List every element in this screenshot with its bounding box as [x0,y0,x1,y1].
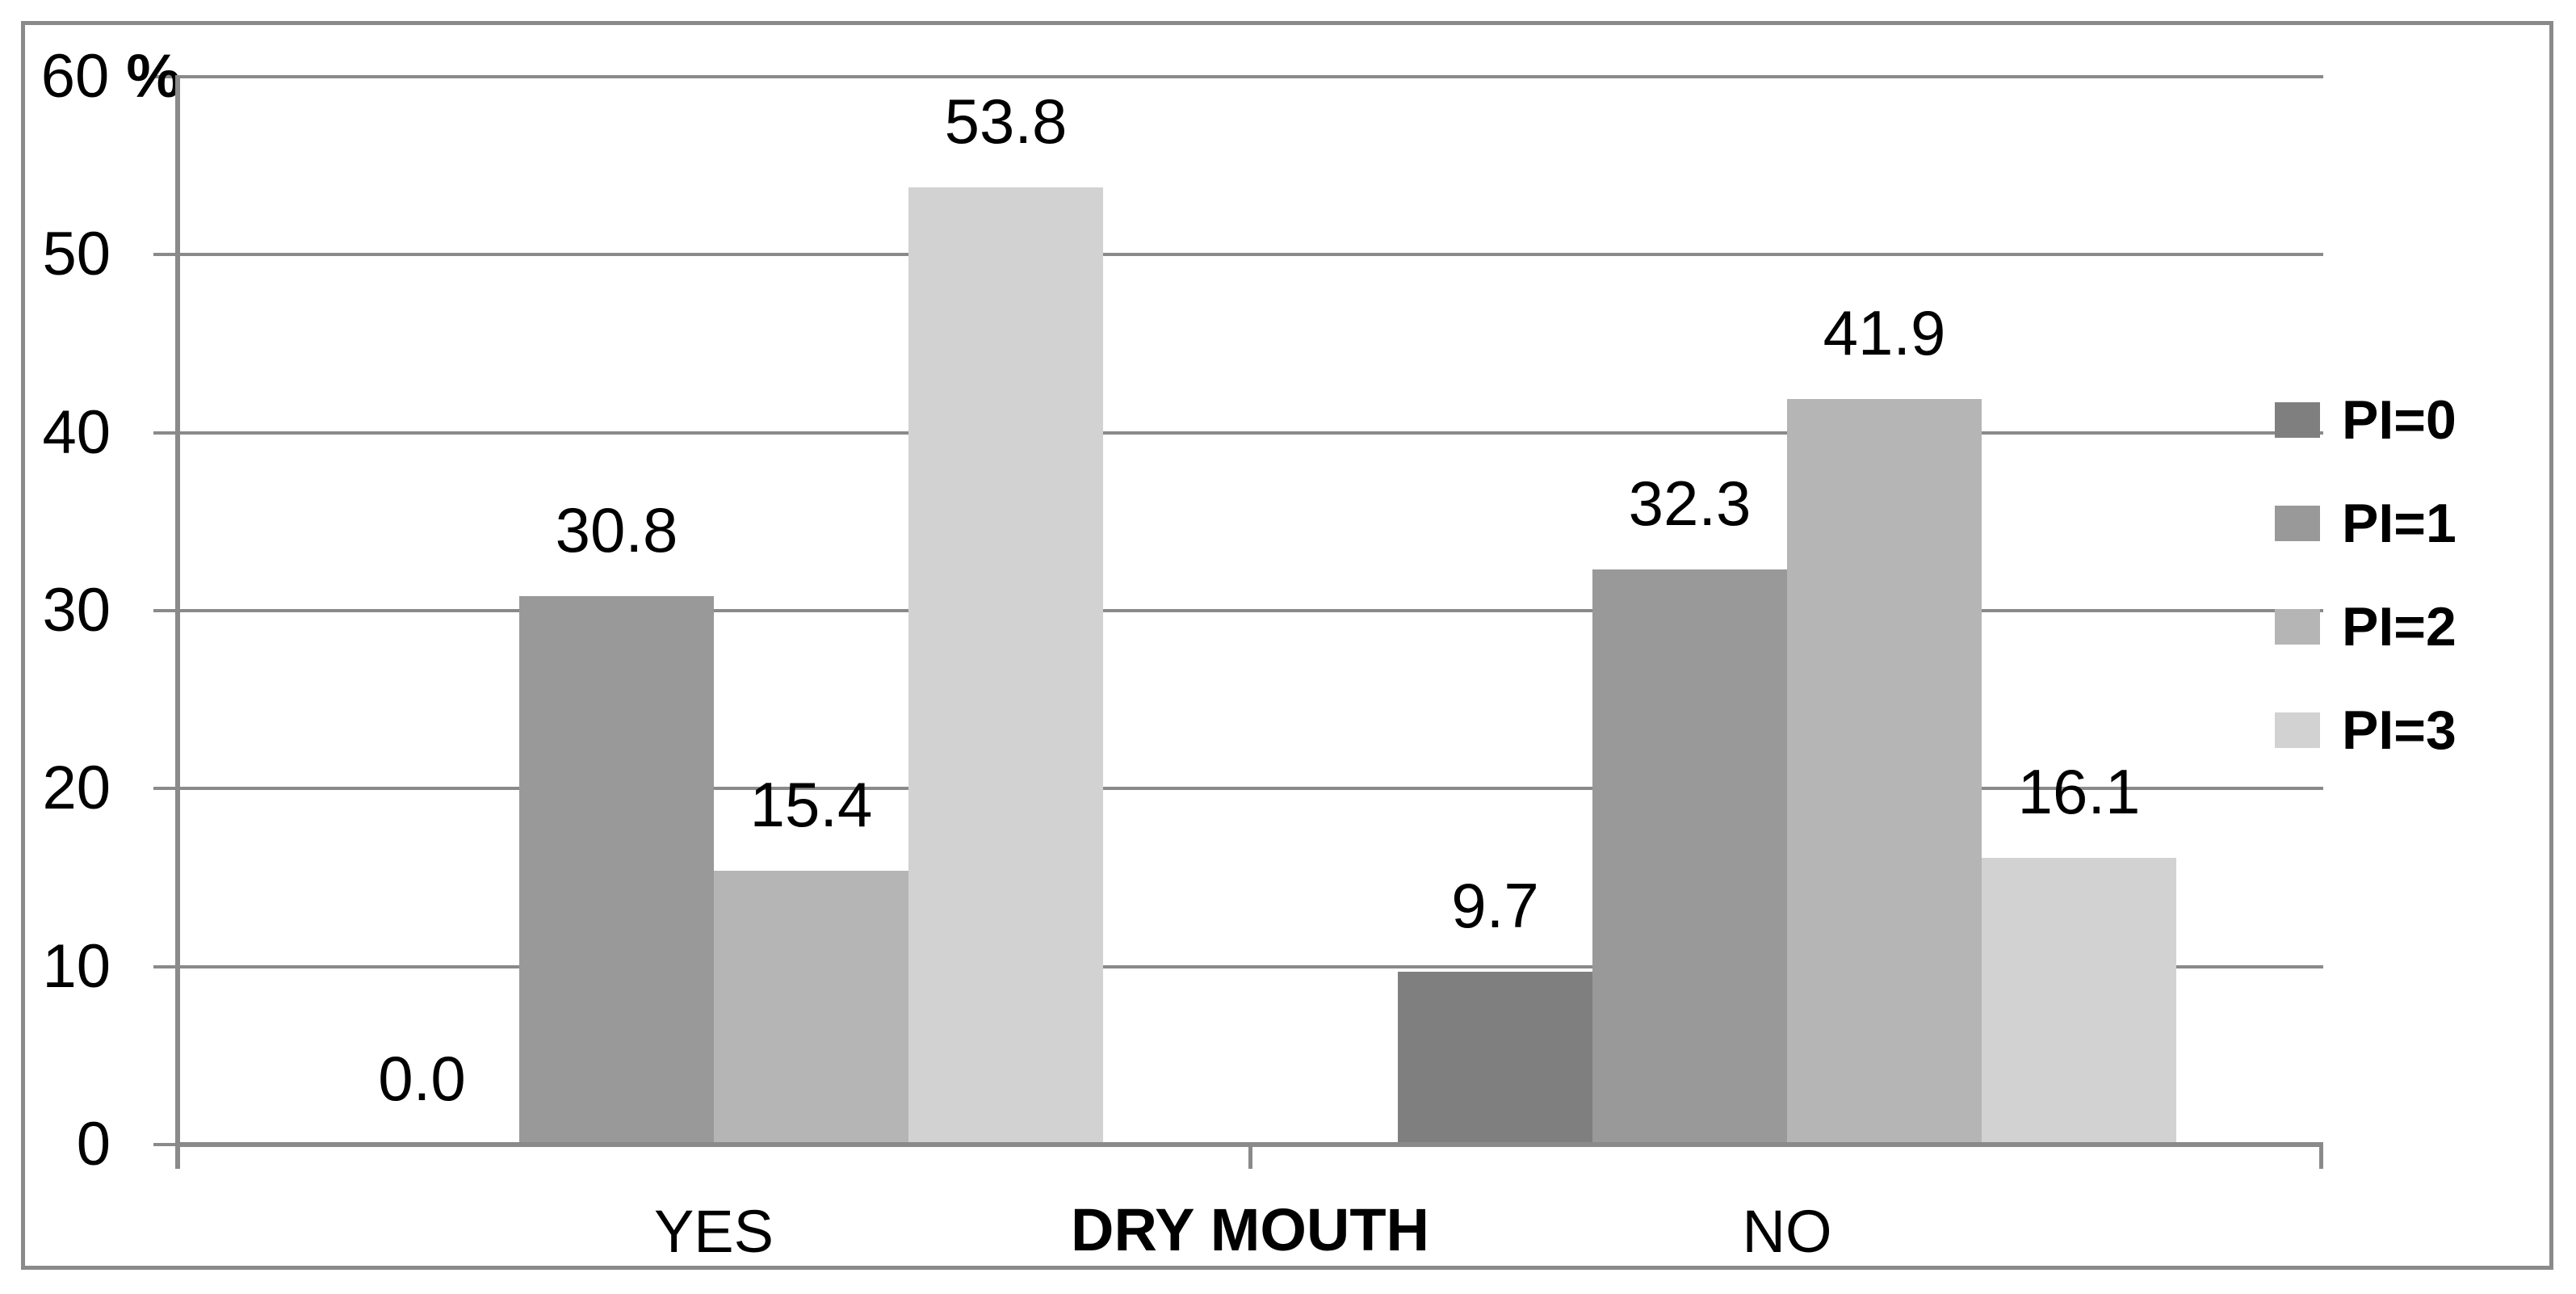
x-axis-tick-right [2319,1145,2323,1169]
data-label-no-pi0: 9.7 [1451,870,1539,941]
bar-yes-pi1 [519,596,714,1145]
bar-yes-pi2 [714,871,908,1145]
gridline-30 [178,609,2323,612]
percent-label: % [126,42,181,111]
chart-border [21,21,2553,1270]
legend-swatch-pi0 [2275,402,2320,438]
x-axis-title: DRY MOUTH [1071,1196,1429,1263]
gridline-50 [178,253,2323,256]
y-tick-label-20: 20 [42,754,111,822]
legend-label-pi2: PI=2 [2342,596,2456,658]
y-tick-label-0: 0 [76,1110,111,1178]
legend-item-pi0: PI=0 [2275,392,2456,448]
y-tick-label-60: 60 % [40,42,181,111]
bar-no-pi3 [1982,858,2176,1145]
legend-swatch-pi1 [2275,506,2320,541]
y-tick-label-10: 10 [42,932,111,1001]
legend-item-pi1: PI=1 [2275,495,2456,552]
legend-label-pi3: PI=3 [2342,700,2456,761]
y-axis-tick-20 [153,787,178,790]
gridline-20 [178,787,2323,790]
data-label-yes-pi2: 15.4 [749,769,873,840]
legend-label-pi0: PI=0 [2342,389,2456,451]
gridline-40 [178,431,2323,435]
y-tick-label-30: 30 [42,576,111,645]
data-label-yes-pi0: 0.0 [378,1043,466,1114]
legend-item-pi3: PI=3 [2275,702,2456,758]
y-axis-tick-0 [153,1143,178,1146]
data-label-yes-pi3: 53.8 [944,86,1068,157]
category-label-no: NO [1742,1198,1832,1265]
bar-no-pi0 [1398,972,1592,1145]
y-axis-tick-40 [153,431,178,435]
y-axis-tick-30 [153,609,178,612]
data-label-no-pi3: 16.1 [2017,756,2141,827]
y-axis-tick-50 [153,253,178,256]
data-label-no-pi1: 32.3 [1628,468,1752,539]
gridline-10 [178,965,2323,968]
y-axis-line [175,75,180,1169]
bar-yes-pi3 [908,187,1103,1145]
bar-no-pi1 [1592,569,1787,1145]
y-axis-tick-60 [153,75,178,78]
bar-no-pi2 [1787,399,1982,1145]
y-axis-tick-10 [153,965,178,968]
data-label-yes-pi1: 30.8 [555,494,678,565]
legend-item-pi2: PI=2 [2275,599,2456,655]
legend-swatch-pi3 [2275,712,2320,748]
data-label-no-pi2: 41.9 [1823,297,1946,368]
gridline-60 [178,75,2323,78]
y-tick-label-50: 50 [42,220,111,288]
y-tick-label-40: 40 [42,398,111,467]
x-axis-tick-middle [1248,1145,1252,1169]
category-label-yes: YES [653,1198,774,1265]
legend-label-pi1: PI=1 [2342,493,2456,554]
legend-swatch-pi2 [2275,609,2320,645]
